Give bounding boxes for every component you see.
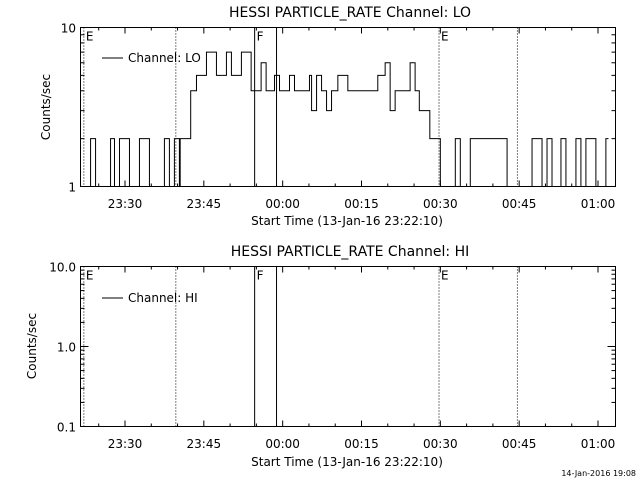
y-tick-label: 10	[61, 22, 76, 36]
x-tick-label: 00:30	[423, 197, 458, 211]
chart-lo-legend: Channel: LO	[102, 51, 201, 65]
x-tick-label: 00:15	[344, 197, 379, 211]
y-tick-label: 1.0	[57, 341, 76, 355]
chart-lo-series-line	[85, 51, 609, 187]
chart-hi-y-ticks: 0.1 1.0 10.0	[49, 261, 616, 435]
x-tick-label: 01:00	[581, 437, 616, 451]
chart-hi-xlabel: Start Time (13-Jan-16 23:22:10)	[251, 455, 443, 469]
y-tick-label: 10.0	[49, 261, 76, 275]
chart-lo: HESSI PARTICLE_RATE Channel: LO Counts/s…	[39, 5, 616, 228]
x-tick-label: 00:30	[423, 437, 458, 451]
chart-hi-legend: Channel: HI	[102, 291, 198, 305]
time-marker-label: E	[441, 30, 449, 44]
x-tick-label: 23:30	[108, 197, 143, 211]
x-tick-label: 00:15	[344, 437, 379, 451]
x-tick-label: 23:45	[187, 437, 222, 451]
x-tick-label: 00:00	[265, 437, 300, 451]
time-marker-label: E	[86, 269, 94, 283]
chart-lo-title: HESSI PARTICLE_RATE Channel: LO	[229, 5, 471, 21]
chart-lo-xlabel: Start Time (13-Jan-16 23:22:10)	[251, 214, 443, 228]
time-marker-label: E	[86, 30, 94, 44]
chart-lo-ylabel: Counts/sec	[39, 74, 53, 140]
chart-lo-x-ticks: 23:30 23:45 00:00 00:15 00:30 00:45 01:00	[98, 27, 616, 211]
x-tick-label: 23:45	[187, 197, 222, 211]
chart-hi-legend-label: Channel: HI	[128, 291, 198, 305]
chart-hi-x-ticks: 23:30 23:45 00:00 00:15 00:30 00:45 01:00	[98, 266, 616, 451]
chart-lo-frame	[80, 27, 616, 187]
x-tick-label: 01:00	[581, 197, 616, 211]
time-marker-label: E	[441, 269, 449, 283]
chart-lo-y-ticks: 1 10	[61, 22, 616, 195]
timestamp: 14-Jan-2016 19:08	[561, 469, 636, 478]
y-tick-label: 0.1	[57, 421, 76, 435]
x-tick-label: 00:45	[502, 437, 537, 451]
y-tick-label: 1	[68, 181, 76, 195]
chart-hi-ylabel: Counts/sec	[25, 313, 39, 379]
x-tick-label: 00:45	[502, 197, 537, 211]
time-marker-label: F	[257, 30, 264, 44]
chart-hi-title: HESSI PARTICLE_RATE Channel: HI	[231, 244, 469, 260]
x-tick-label: 23:30	[108, 437, 143, 451]
chart-hi: HESSI PARTICLE_RATE Channel: HI Counts/s…	[25, 244, 616, 469]
time-marker-label: F	[257, 269, 264, 283]
chart-lo-legend-label: Channel: LO	[128, 51, 201, 65]
x-tick-label: 00:00	[265, 197, 300, 211]
